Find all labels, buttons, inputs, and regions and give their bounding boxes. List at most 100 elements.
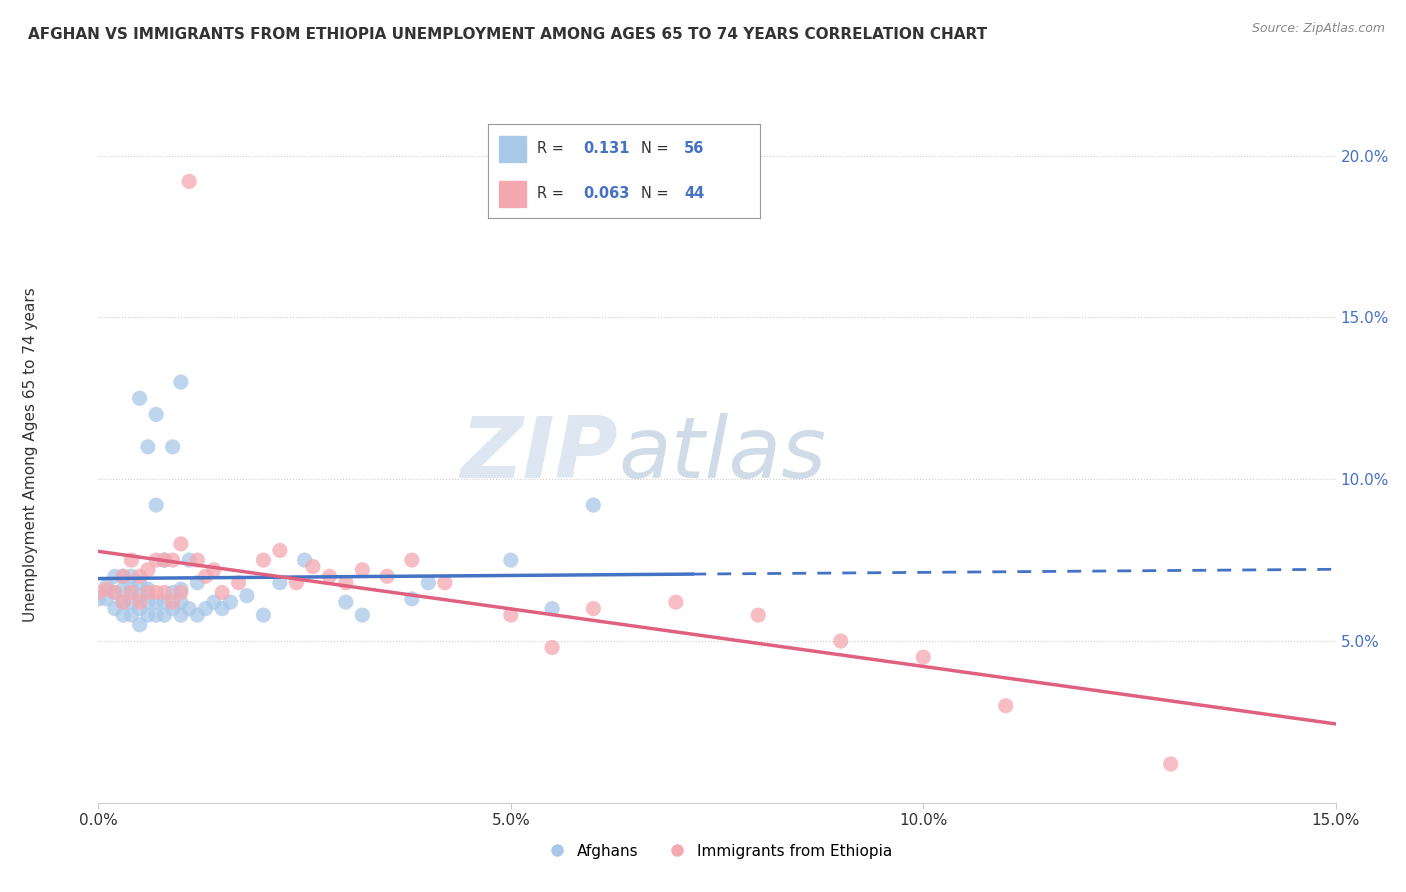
Point — [112, 595, 135, 609]
Point — [128, 575, 150, 590]
Point — [170, 375, 193, 389]
Point — [499, 553, 522, 567]
Point — [252, 608, 274, 623]
Point — [433, 575, 456, 590]
Point — [136, 595, 159, 609]
Point — [162, 595, 184, 609]
Text: ZIP: ZIP — [460, 413, 619, 497]
Point — [179, 601, 201, 615]
Point — [162, 601, 184, 615]
Text: Unemployment Among Ages 65 to 74 years: Unemployment Among Ages 65 to 74 years — [22, 287, 38, 623]
Point — [352, 608, 374, 623]
Point — [541, 601, 564, 615]
Point — [186, 608, 208, 623]
Point — [912, 650, 935, 665]
Point — [104, 569, 127, 583]
Point — [269, 575, 291, 590]
Point — [153, 553, 176, 567]
Point — [145, 498, 167, 512]
Point — [211, 601, 233, 615]
Point — [401, 591, 423, 606]
Point — [136, 563, 159, 577]
Point — [96, 579, 118, 593]
Point — [120, 569, 142, 583]
Point — [162, 553, 184, 567]
Point — [136, 585, 159, 599]
Point — [294, 553, 316, 567]
Point — [128, 601, 150, 615]
Point — [145, 608, 167, 623]
Point — [87, 585, 110, 599]
Point — [202, 595, 225, 609]
Point — [179, 553, 201, 567]
Point — [96, 582, 118, 597]
Point — [375, 569, 398, 583]
Point — [1160, 756, 1182, 771]
Point — [136, 608, 159, 623]
Point — [128, 595, 150, 609]
Point — [112, 569, 135, 583]
Point — [96, 591, 118, 606]
Point — [145, 408, 167, 422]
Point — [128, 589, 150, 603]
Point — [499, 608, 522, 623]
Point — [994, 698, 1017, 713]
Point — [252, 553, 274, 567]
Point — [120, 608, 142, 623]
Point — [318, 569, 340, 583]
Point — [236, 589, 259, 603]
Point — [170, 595, 193, 609]
Point — [285, 575, 308, 590]
Point — [153, 585, 176, 599]
Point — [145, 585, 167, 599]
Point — [401, 553, 423, 567]
Point — [228, 575, 250, 590]
Point — [747, 608, 769, 623]
Point — [665, 595, 688, 609]
Point — [194, 601, 217, 615]
Text: AFGHAN VS IMMIGRANTS FROM ETHIOPIA UNEMPLOYMENT AMONG AGES 65 TO 74 YEARS CORREL: AFGHAN VS IMMIGRANTS FROM ETHIOPIA UNEMP… — [28, 27, 987, 42]
Point — [153, 595, 176, 609]
Point — [128, 569, 150, 583]
Point — [145, 595, 167, 609]
Point — [120, 582, 142, 597]
Point — [179, 174, 201, 188]
Point — [112, 582, 135, 597]
Point — [162, 440, 184, 454]
Point — [170, 537, 193, 551]
Point — [202, 563, 225, 577]
Point — [335, 595, 357, 609]
Point — [219, 595, 242, 609]
Point — [120, 595, 142, 609]
Point — [136, 440, 159, 454]
Point — [87, 591, 110, 606]
Point — [162, 585, 184, 599]
Point — [211, 585, 233, 599]
Point — [302, 559, 325, 574]
Point — [153, 553, 176, 567]
Point — [418, 575, 440, 590]
Point — [582, 601, 605, 615]
Point — [186, 553, 208, 567]
Point — [136, 582, 159, 597]
Point — [104, 601, 127, 615]
Point — [582, 498, 605, 512]
Point — [120, 553, 142, 567]
Legend: Afghans, Immigrants from Ethiopia: Afghans, Immigrants from Ethiopia — [536, 838, 898, 864]
Point — [112, 569, 135, 583]
Point — [335, 575, 357, 590]
Point — [269, 543, 291, 558]
Point — [194, 569, 217, 583]
Point — [541, 640, 564, 655]
Point — [145, 553, 167, 567]
Text: Source: ZipAtlas.com: Source: ZipAtlas.com — [1251, 22, 1385, 36]
Point — [830, 634, 852, 648]
Point — [128, 617, 150, 632]
Point — [170, 608, 193, 623]
Point — [153, 608, 176, 623]
Point — [352, 563, 374, 577]
Point — [120, 585, 142, 599]
Point — [112, 608, 135, 623]
Point — [104, 585, 127, 599]
Point — [186, 575, 208, 590]
